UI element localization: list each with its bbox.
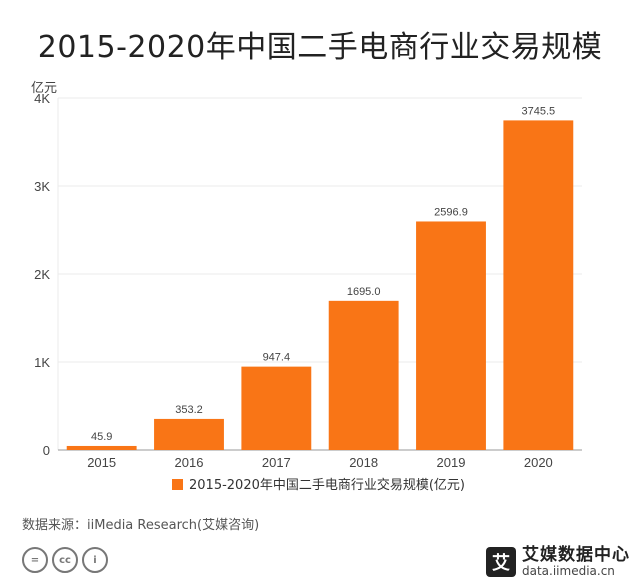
x-axis-ticks: 2015 2016 2017 2018 2019 2020 xyxy=(87,455,553,470)
legend-label: 2015-2020年中国二手电商行业交易规模(亿元) xyxy=(189,477,465,493)
bars xyxy=(66,120,574,451)
legend-swatch xyxy=(172,479,183,490)
chart-title: 2015-2020年中国二手电商行业交易规模 xyxy=(37,30,603,65)
bar-value-label: 45.9 xyxy=(91,431,112,443)
legend: 2015-2020年中国二手电商行业交易规模(亿元) xyxy=(172,477,465,493)
value-labels: 45.9 353.2 947.4 1695.0 2596.9 3745.5 xyxy=(91,105,555,443)
bar xyxy=(154,418,224,450)
grid-lines xyxy=(57,97,582,450)
bar-value-label: 947.4 xyxy=(263,352,291,364)
x-tick-label: 2020 xyxy=(524,455,553,470)
x-tick-label: 2016 xyxy=(175,455,204,470)
bar-chart: 0 1K 2K 3K 4K 亿元 45.9 353.2 947.4 1695.0 2596.9 3… xyxy=(31,81,582,493)
bar xyxy=(328,300,399,450)
person-icon: i xyxy=(82,547,108,573)
bar xyxy=(241,366,312,450)
equals-icon: = xyxy=(22,547,48,573)
x-tick-label: 2015 xyxy=(87,455,116,470)
bar xyxy=(416,221,486,450)
x-tick-label: 2019 xyxy=(437,455,466,470)
brand-url: data.iimedia.cn xyxy=(522,563,615,578)
y-tick-label: 2K xyxy=(34,267,50,282)
x-tick-label: 2017 xyxy=(262,455,291,470)
source-note: 数据来源：iiMedia Research(艾媒咨询) xyxy=(22,518,260,533)
y-tick-label: 4K xyxy=(34,91,50,106)
brand-name: 艾媒数据中心 xyxy=(522,544,630,565)
brand-watermark: 艾 艾媒数据中心 data.iimedia.cn xyxy=(486,542,630,582)
bar-value-label: 353.2 xyxy=(175,404,203,416)
brand-logo-icon: 艾 xyxy=(486,547,516,577)
license-icons: = cc i xyxy=(22,547,108,573)
y-tick-label: 0 xyxy=(43,443,50,458)
y-axis-ticks: 0 1K 2K 3K 4K xyxy=(34,91,50,458)
bar-value-label: 3745.5 xyxy=(522,105,556,117)
y-axis-label: 亿元 xyxy=(31,81,57,96)
cc-icon: cc xyxy=(52,547,78,573)
y-tick-label: 3K xyxy=(34,179,50,194)
x-tick-label: 2018 xyxy=(349,455,378,470)
bar xyxy=(66,445,137,450)
bar-value-label: 1695.0 xyxy=(347,286,381,298)
bar-value-label: 2596.9 xyxy=(434,206,468,218)
y-tick-label: 1K xyxy=(34,355,50,370)
bar xyxy=(503,120,574,451)
